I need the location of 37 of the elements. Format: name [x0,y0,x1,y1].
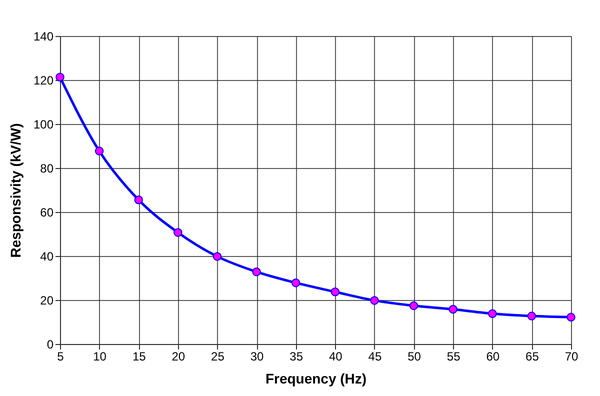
point [488,309,497,318]
point [174,228,182,237]
y-tick-label: 60 [40,206,54,220]
point [370,296,379,305]
point [291,278,300,288]
y-tick-label: 100 [33,118,54,132]
y-tick-label: 80 [40,162,54,176]
point [527,312,536,320]
x-tick-label: 40 [328,350,343,364]
x-tick-label: 5 [57,350,64,364]
x-tick-label: 65 [526,350,540,364]
point [212,252,222,261]
y-axis-title: Responsivity (kV/W) [7,123,24,258]
point [566,312,576,322]
x-tick-label: 15 [132,350,146,364]
y-tick-label: 140 [33,30,54,44]
point [252,267,261,276]
point [409,301,418,310]
point [330,287,340,296]
point [94,146,104,156]
y-tick-label: 20 [40,294,54,308]
y-tick-label: 0 [46,338,54,352]
y-tick-label: 120 [33,74,54,88]
point [134,196,143,204]
x-tick-label: 70 [564,350,578,364]
x-tick-label: 45 [368,350,382,364]
x-tick-label: 25 [211,350,225,364]
x-tick-label: 10 [93,350,107,364]
x-tick-label: 30 [250,350,264,364]
x-tick-label: 20 [172,350,186,364]
x-tick-label: 55 [446,350,461,364]
y-tick-label: 40 [40,250,54,264]
point [448,304,458,314]
x-tick-label: 35 [290,350,304,364]
x-tick-label: 50 [408,350,422,364]
x-tick-label: 60 [486,350,500,364]
x-axis-title: Frequency (Hz) [265,370,367,386]
